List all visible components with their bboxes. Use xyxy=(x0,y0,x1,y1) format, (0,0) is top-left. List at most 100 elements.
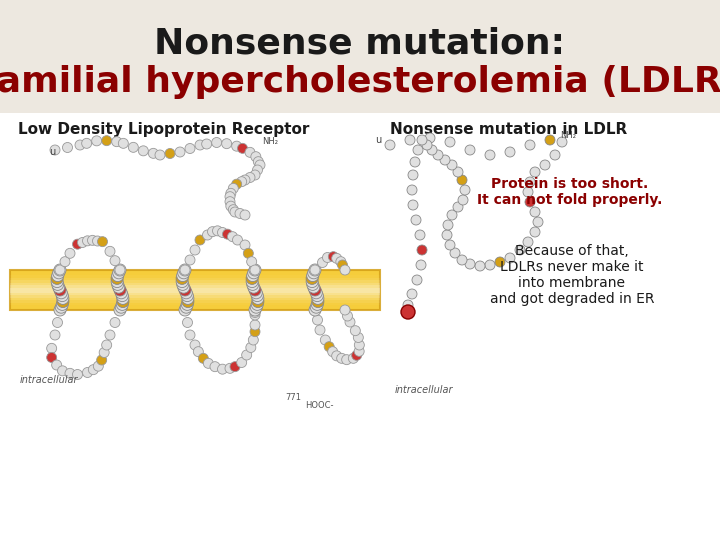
Circle shape xyxy=(530,227,540,237)
Text: Nonsense mutation in LDLR: Nonsense mutation in LDLR xyxy=(390,122,627,137)
Circle shape xyxy=(408,200,418,210)
Circle shape xyxy=(179,304,191,316)
Circle shape xyxy=(485,150,495,160)
Circle shape xyxy=(453,202,463,212)
Circle shape xyxy=(249,284,261,296)
Circle shape xyxy=(128,143,138,152)
Circle shape xyxy=(225,197,235,207)
Circle shape xyxy=(246,342,256,353)
Circle shape xyxy=(52,279,63,291)
Circle shape xyxy=(195,140,205,150)
Circle shape xyxy=(233,235,243,245)
Circle shape xyxy=(54,304,66,316)
Circle shape xyxy=(342,355,351,365)
Circle shape xyxy=(251,287,262,299)
Circle shape xyxy=(245,147,255,157)
Circle shape xyxy=(312,295,324,308)
Circle shape xyxy=(217,364,228,374)
Bar xyxy=(0,0,720,113)
Circle shape xyxy=(385,140,395,150)
Circle shape xyxy=(240,210,250,220)
Circle shape xyxy=(475,261,485,271)
Circle shape xyxy=(248,267,260,279)
Circle shape xyxy=(530,207,540,217)
Circle shape xyxy=(251,152,261,161)
Circle shape xyxy=(185,144,195,153)
Circle shape xyxy=(246,275,258,288)
Circle shape xyxy=(240,175,250,185)
Circle shape xyxy=(250,310,260,320)
Circle shape xyxy=(63,143,73,152)
Circle shape xyxy=(53,267,65,279)
Circle shape xyxy=(203,359,213,368)
Circle shape xyxy=(328,347,338,356)
Circle shape xyxy=(318,258,328,267)
Circle shape xyxy=(445,240,455,250)
Circle shape xyxy=(252,295,264,308)
Circle shape xyxy=(112,137,122,147)
Circle shape xyxy=(307,281,320,293)
Circle shape xyxy=(337,353,346,363)
Circle shape xyxy=(207,227,217,237)
Circle shape xyxy=(117,299,128,310)
Circle shape xyxy=(190,245,200,255)
Circle shape xyxy=(249,264,261,276)
Circle shape xyxy=(413,145,423,155)
Circle shape xyxy=(530,167,540,177)
Circle shape xyxy=(243,248,253,258)
Circle shape xyxy=(310,265,320,275)
Circle shape xyxy=(246,272,258,285)
Circle shape xyxy=(309,264,321,276)
Text: u: u xyxy=(375,135,381,145)
Circle shape xyxy=(115,265,125,275)
Circle shape xyxy=(343,311,353,321)
Circle shape xyxy=(60,256,70,267)
Circle shape xyxy=(210,362,220,372)
Circle shape xyxy=(324,342,334,352)
Circle shape xyxy=(81,138,91,149)
Circle shape xyxy=(253,165,263,175)
Circle shape xyxy=(525,177,535,187)
Circle shape xyxy=(523,187,533,197)
Circle shape xyxy=(165,148,175,159)
Circle shape xyxy=(309,284,321,296)
Bar xyxy=(10,282,380,298)
Circle shape xyxy=(96,355,107,365)
Circle shape xyxy=(112,269,124,282)
Circle shape xyxy=(83,236,92,246)
Circle shape xyxy=(176,269,189,282)
Circle shape xyxy=(401,305,415,319)
Circle shape xyxy=(73,369,83,380)
Circle shape xyxy=(250,307,260,318)
Circle shape xyxy=(340,305,350,315)
Circle shape xyxy=(53,318,63,327)
Text: Nonsense mutation:: Nonsense mutation: xyxy=(155,26,565,60)
Circle shape xyxy=(52,269,63,282)
Circle shape xyxy=(443,220,453,230)
Circle shape xyxy=(247,279,258,291)
Circle shape xyxy=(457,255,467,265)
Circle shape xyxy=(202,139,212,149)
Circle shape xyxy=(307,279,319,291)
Circle shape xyxy=(50,330,60,340)
Circle shape xyxy=(56,289,68,302)
Circle shape xyxy=(309,304,321,316)
Circle shape xyxy=(310,301,323,313)
Circle shape xyxy=(515,245,525,255)
Circle shape xyxy=(195,235,205,245)
Circle shape xyxy=(442,230,452,240)
Circle shape xyxy=(310,305,320,315)
Circle shape xyxy=(245,172,255,183)
Circle shape xyxy=(354,346,364,356)
Circle shape xyxy=(212,138,222,147)
Circle shape xyxy=(453,167,463,177)
Circle shape xyxy=(230,207,240,217)
Circle shape xyxy=(53,281,65,293)
Circle shape xyxy=(111,275,123,288)
Circle shape xyxy=(312,315,323,325)
Circle shape xyxy=(250,305,260,315)
Bar xyxy=(0,113,720,540)
Circle shape xyxy=(505,253,515,263)
Circle shape xyxy=(182,318,192,327)
Circle shape xyxy=(237,357,247,368)
